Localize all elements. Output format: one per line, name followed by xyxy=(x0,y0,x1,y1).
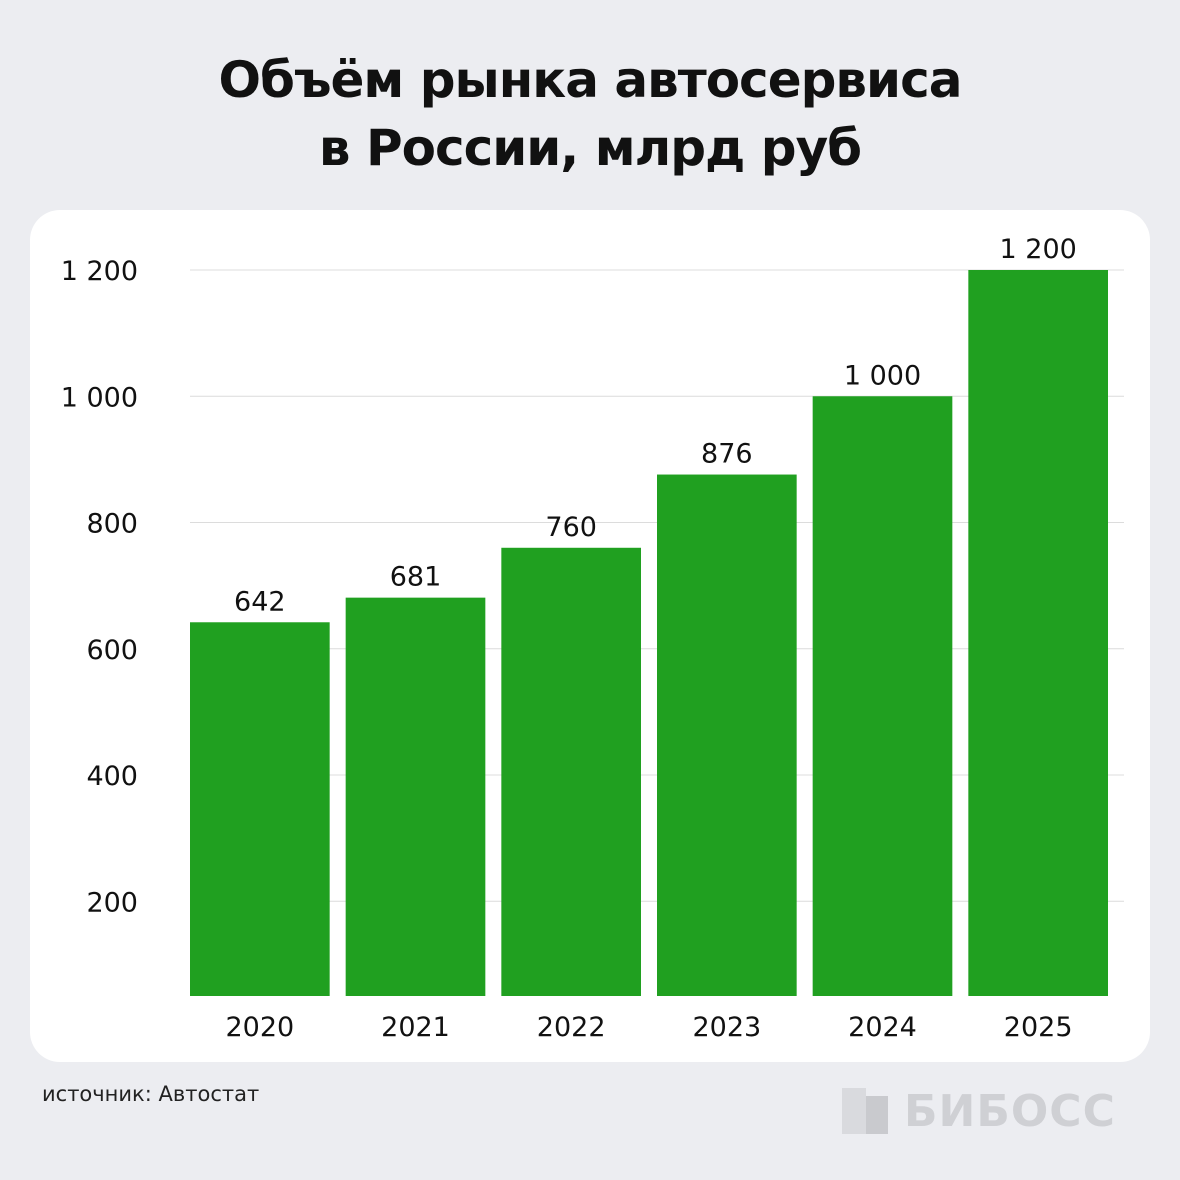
chart-title: Объём рынка автосервиса в России, млрд р… xyxy=(0,46,1180,182)
y-axis-ticks: 200 400 600 800 1 000 1 200 xyxy=(61,256,138,918)
value-label: 642 xyxy=(234,586,286,617)
chart-card: 200 400 600 800 1 000 1 200 642 681 760 876 1 000… xyxy=(30,210,1150,1062)
y-tick-label: 1 200 xyxy=(61,256,138,287)
x-tick-label: 2023 xyxy=(692,1012,761,1043)
value-label: 876 xyxy=(701,439,753,470)
value-label: 760 xyxy=(545,512,597,543)
brand-name: БИБОСС xyxy=(904,1085,1116,1137)
bar-chart: 200 400 600 800 1 000 1 200 642 681 760 876 1 000… xyxy=(61,234,1124,1043)
x-tick-label: 2024 xyxy=(848,1012,917,1043)
brand-logo: БИБОСС xyxy=(842,1085,1116,1137)
x-tick-label: 2025 xyxy=(1004,1012,1073,1043)
bars xyxy=(190,270,1108,996)
bar-2025 xyxy=(968,270,1108,996)
value-label: 1 000 xyxy=(844,360,921,391)
x-tick-label: 2022 xyxy=(537,1012,606,1043)
source-note: источник: Автостат xyxy=(42,1082,260,1106)
bar-2021 xyxy=(345,597,486,996)
bar-2023 xyxy=(657,474,797,996)
bar-2020 xyxy=(190,622,330,996)
y-tick-label: 400 xyxy=(86,761,138,792)
brand-logo-icon xyxy=(842,1088,888,1134)
x-axis-ticks: 2020 2021 2022 2023 2024 2025 xyxy=(225,1012,1072,1043)
chart-title-line-1: Объём рынка автосервиса xyxy=(218,51,963,109)
x-tick-label: 2021 xyxy=(381,1012,450,1043)
bar-2022 xyxy=(501,547,641,996)
value-label: 681 xyxy=(390,562,442,593)
x-tick-label: 2020 xyxy=(225,1012,294,1043)
value-labels: 642 681 760 876 1 000 1 200 xyxy=(234,234,1077,617)
y-tick-label: 600 xyxy=(86,635,138,666)
chart-title-line-2: в России, млрд руб xyxy=(318,119,862,177)
bar-2024 xyxy=(812,396,953,996)
value-label: 1 200 xyxy=(1000,234,1077,265)
y-tick-label: 1 000 xyxy=(61,382,138,413)
y-tick-label: 800 xyxy=(86,509,138,540)
y-tick-label: 200 xyxy=(86,887,138,918)
